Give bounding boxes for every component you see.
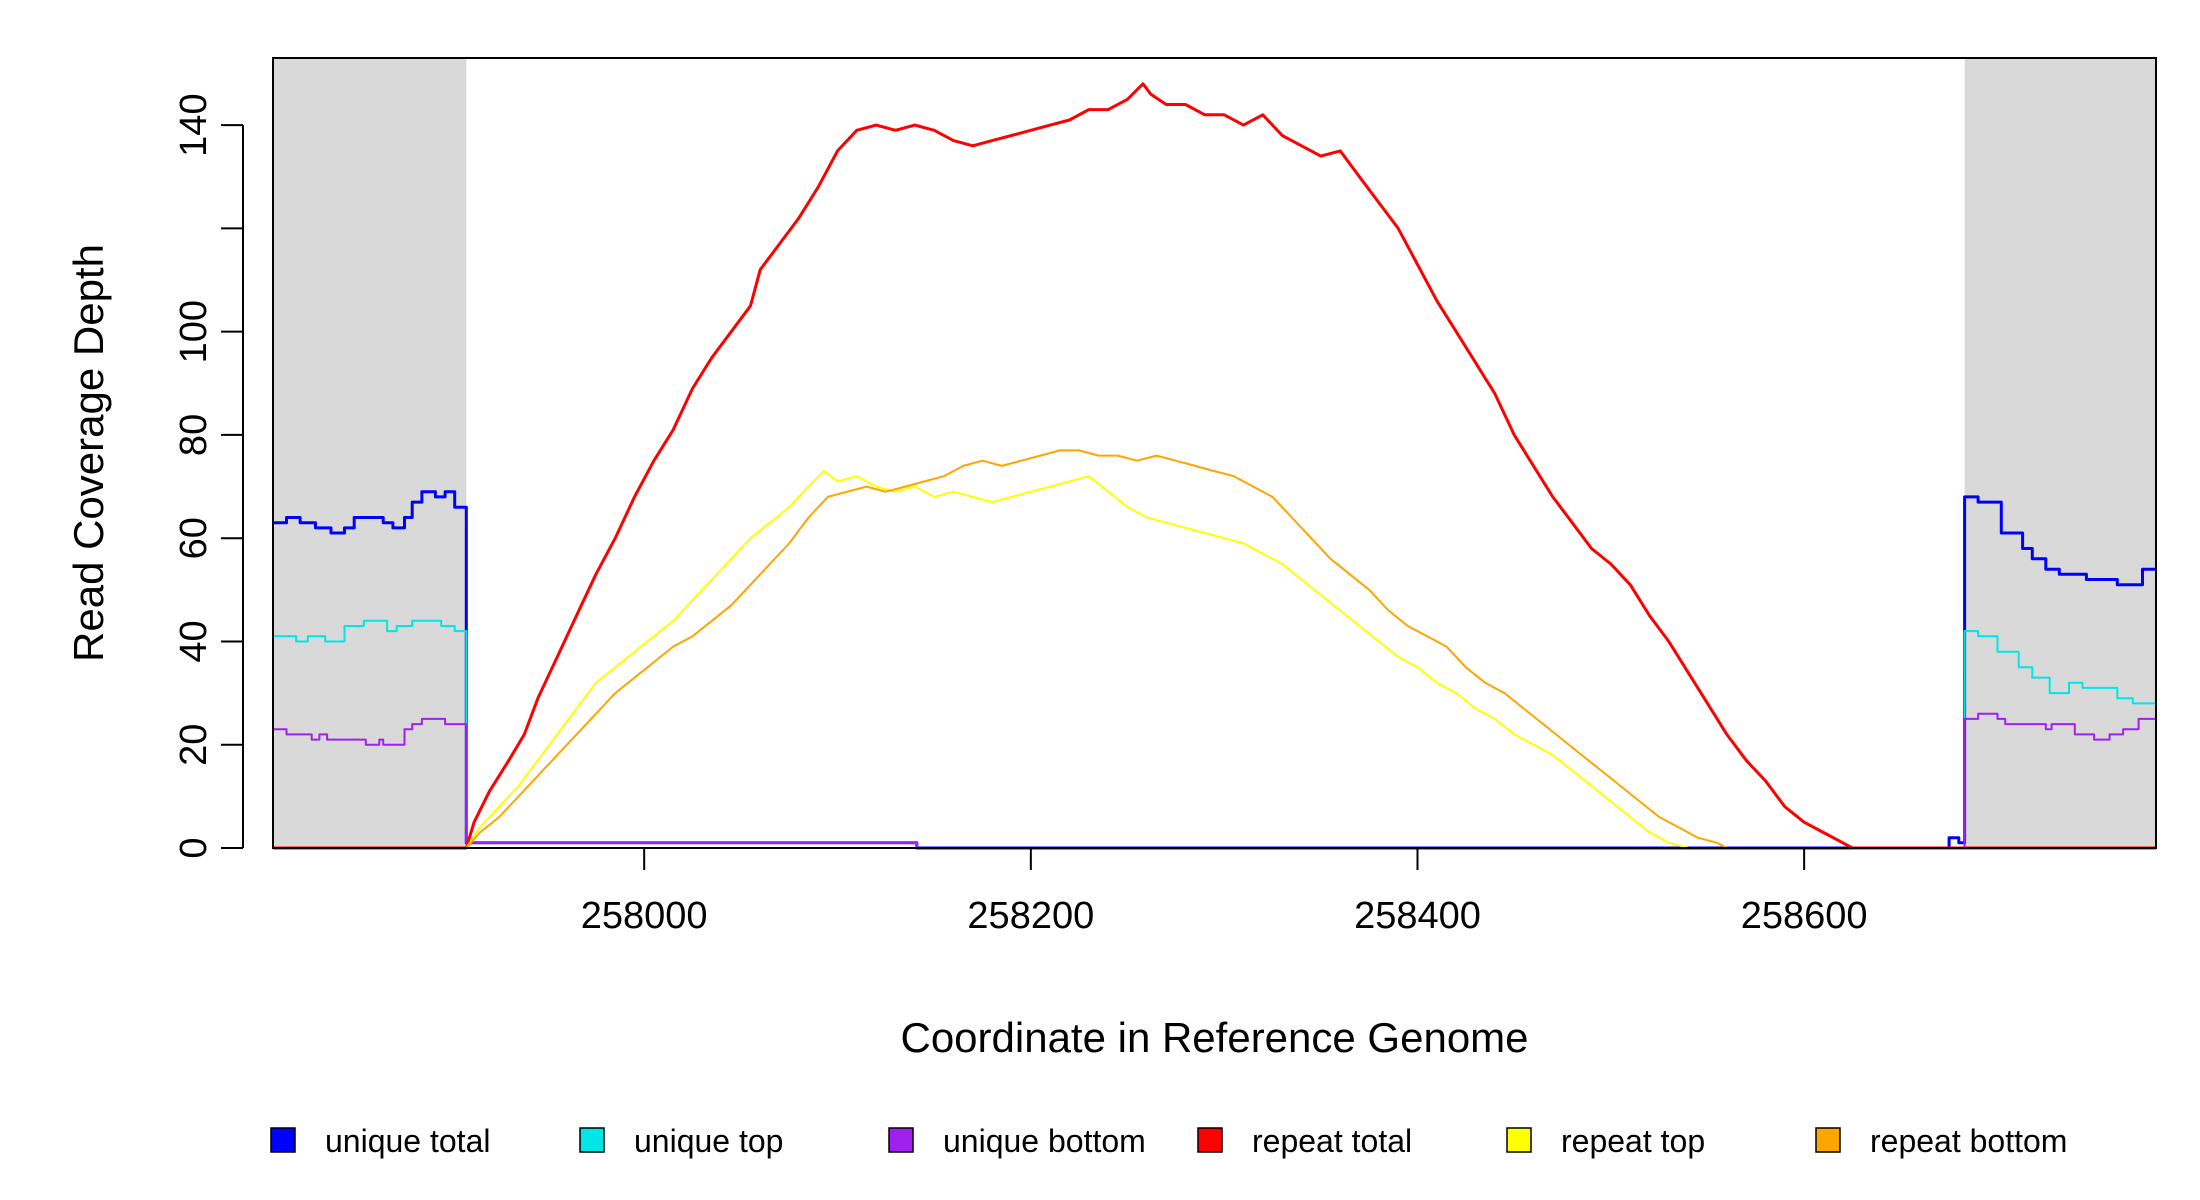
- x-axis: 258000 258200 258400 258600: [581, 848, 1868, 937]
- legend-label-unique-top: unique top: [634, 1123, 783, 1159]
- series-line-unique-top: [273, 619, 2156, 849]
- y-tick-label-60: 60: [173, 517, 215, 559]
- x-tick-label-258000: 258000: [581, 895, 708, 937]
- legend: unique total unique top unique bottom repea…: [270, 1123, 2067, 1159]
- legend-label-repeat-total: repeat total: [1252, 1123, 1412, 1159]
- x-tick-label-258400: 258400: [1354, 895, 1481, 937]
- y-axis: 0 20 40 60 80 100 140: [173, 93, 244, 859]
- y-tick-label-0: 0: [173, 837, 215, 858]
- series-line-unique-bottom: [273, 712, 2156, 849]
- shaded-region-1: [273, 58, 467, 848]
- x-axis-title: Coordinate in Reference Genome: [900, 1014, 1528, 1061]
- series-line-repeat-top: [273, 470, 2156, 849]
- legend-label-repeat-bottom: repeat bottom: [1870, 1123, 2067, 1159]
- x-tick-label-258200: 258200: [967, 895, 1094, 937]
- x-tick-label-258600: 258600: [1741, 895, 1868, 937]
- y-axis-title: Read Coverage Depth: [65, 244, 112, 662]
- legend-swatch-unique-bottom: [888, 1127, 914, 1153]
- series-line-repeat-bottom: [273, 449, 2156, 849]
- legend-label-unique-total: unique total: [325, 1123, 490, 1159]
- shaded-regions: [273, 58, 2156, 848]
- y-tick-label-20: 20: [173, 724, 215, 766]
- legend-swatch-unique-top: [579, 1127, 605, 1153]
- legend-label-unique-bottom: unique bottom: [943, 1123, 1146, 1159]
- legend-swatch-unique-total: [270, 1127, 296, 1153]
- y-tick-label-80: 80: [173, 414, 215, 456]
- legend-swatch-repeat-top: [1506, 1127, 1532, 1153]
- legend-swatch-repeat-bottom: [1815, 1127, 1841, 1153]
- series-lines: [273, 82, 2156, 850]
- series-line-unique-total: [273, 490, 2156, 850]
- y-tick-label-100: 100: [173, 300, 215, 363]
- legend-label-repeat-top: repeat top: [1561, 1123, 1705, 1159]
- series-line-repeat-total: [273, 82, 2156, 850]
- y-tick-label-40: 40: [173, 620, 215, 662]
- plot-frame: [272, 57, 2157, 849]
- legend-swatch-repeat-total: [1197, 1127, 1223, 1153]
- y-tick-label-140: 140: [173, 93, 215, 156]
